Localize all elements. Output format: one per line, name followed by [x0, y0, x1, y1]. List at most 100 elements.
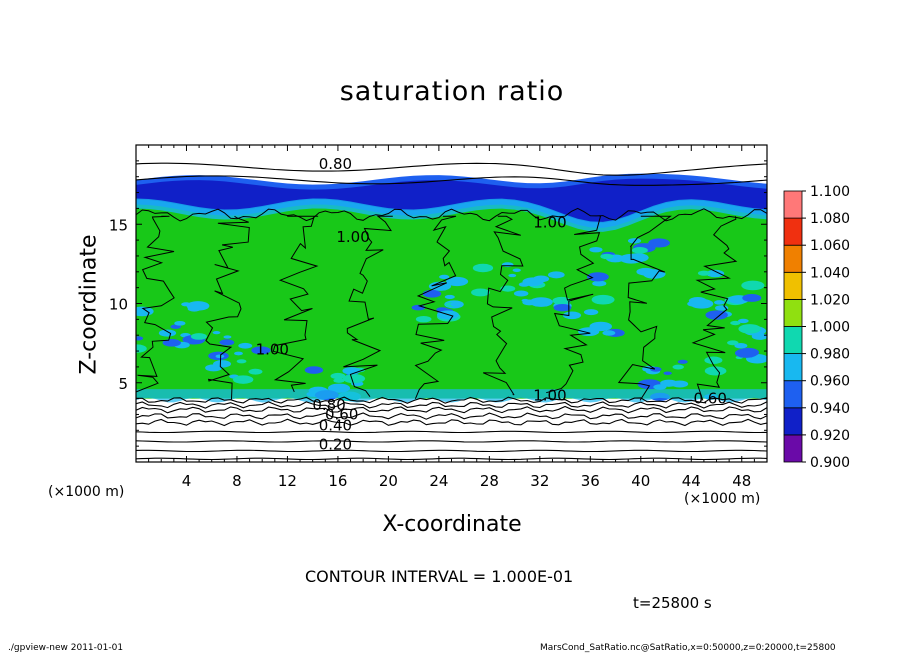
- colorbar-swatch: [783, 353, 803, 382]
- moisture-patch: [248, 368, 263, 375]
- colorbar-swatch: [783, 190, 803, 219]
- moisture-patch: [547, 271, 565, 279]
- contour-labels: 0.801.001.001.001.000.800.600.400.600.20: [256, 155, 727, 454]
- moisture-patch: [648, 238, 670, 248]
- y-tick-label: 15: [109, 216, 128, 234]
- x-tick-label: 36: [581, 472, 600, 490]
- moisture-patch: [592, 280, 607, 287]
- moisture-patch: [213, 360, 232, 368]
- moisture-patch: [136, 336, 144, 341]
- moisture-patch: [212, 331, 221, 335]
- moisture-patch: [553, 304, 572, 312]
- colorbar-swatch: [783, 326, 803, 355]
- moisture-patch: [333, 378, 345, 383]
- colorbar-label: 1.100: [810, 184, 850, 200]
- isoline-low: [136, 457, 767, 461]
- isoline-cloud: [483, 215, 524, 396]
- moisture-patch: [219, 339, 235, 346]
- moisture-patch: [734, 343, 748, 349]
- contour-interval-text: CONTOUR INTERVAL = 1.000E-01: [305, 567, 574, 586]
- isoline-cloud: [617, 215, 672, 401]
- isoline-low: [136, 405, 767, 414]
- moisture-patch: [411, 304, 426, 311]
- moisture-patch: [591, 294, 615, 305]
- contour-label: 1.00: [256, 340, 289, 358]
- moisture-patch: [330, 372, 346, 380]
- moisture-patch: [653, 384, 667, 390]
- moisture-patch: [589, 246, 603, 253]
- x-tick-label: 24: [429, 472, 448, 490]
- moisture-patch: [162, 338, 181, 347]
- moisture-patch: [636, 267, 655, 276]
- contour-label: 0.80: [319, 155, 352, 173]
- saturation-field: [136, 173, 767, 403]
- colorbar-swatch: [783, 434, 803, 463]
- colorbar-swatch: [783, 407, 803, 436]
- moisture-patch: [663, 371, 672, 376]
- isoline-low: [136, 412, 767, 420]
- moisture-patch: [508, 273, 517, 278]
- isoline-cloud: [546, 215, 602, 394]
- contour-label: 0.60: [325, 405, 358, 423]
- colorbar-label: 0.980: [810, 347, 850, 363]
- contour-label: 0.60: [694, 390, 727, 408]
- moisture-patch: [342, 367, 361, 375]
- colorbar-label: 0.900: [810, 455, 850, 471]
- moisture-patch: [600, 253, 614, 260]
- moisture-patch: [422, 289, 442, 298]
- moisture-patch: [158, 329, 177, 337]
- dry-band-edge: [136, 198, 767, 232]
- moisture-patch: [741, 280, 765, 291]
- y-tick-label: 5: [118, 375, 128, 393]
- moisture-patch: [660, 379, 678, 387]
- isoline-high: [136, 175, 767, 186]
- moisture-patch: [677, 359, 688, 364]
- moisture-patch: [730, 320, 741, 326]
- contour-label: 1.00: [336, 228, 369, 246]
- moisture-patch: [446, 276, 469, 287]
- moisture-patch: [738, 324, 762, 334]
- chart-title: saturation ratio: [339, 76, 565, 107]
- contour-label: 0.20: [319, 436, 352, 454]
- moisture-patch: [471, 288, 490, 297]
- colorbar-swatch: [783, 298, 803, 327]
- moisture-patch: [512, 268, 521, 272]
- moisture-patch: [136, 306, 154, 317]
- contour-label: 1.00: [533, 386, 566, 404]
- moisture-patch: [632, 247, 648, 254]
- colorbar-label: 1.080: [810, 211, 850, 227]
- moisture-patch: [704, 366, 727, 376]
- moisture-patch: [174, 320, 186, 326]
- moisture-patch: [501, 262, 514, 268]
- x-tick-label: 12: [278, 472, 297, 490]
- isoline-cloud-top: [136, 207, 767, 222]
- moisture-patch: [439, 274, 450, 280]
- moisture-patch: [532, 275, 550, 283]
- time-stamp: t=25800 s: [633, 594, 712, 612]
- moisture-patch: [727, 340, 739, 346]
- y-tick-label: 10: [109, 296, 128, 314]
- colorbar-label: 0.960: [810, 374, 850, 390]
- moisture-patch: [450, 301, 463, 307]
- colorbar-swatch: [783, 380, 803, 409]
- x-unit-label-right: (×1000 m): [684, 491, 761, 507]
- contour-label: 0.40: [319, 417, 352, 435]
- moisture-patch: [238, 342, 253, 349]
- moisture-patch: [233, 375, 254, 384]
- contour-label: 1.00: [533, 214, 566, 232]
- x-tick-label: 40: [631, 472, 650, 490]
- x-tick-label: 20: [379, 472, 398, 490]
- x-axis-label: X-coordinate: [382, 512, 522, 537]
- x-tick-label: 8: [232, 472, 242, 490]
- isoline-cloud: [414, 215, 457, 399]
- moisture-patch: [500, 285, 516, 292]
- moisture-patch: [251, 346, 271, 355]
- y-axis-label: Z-coordinate: [76, 234, 102, 375]
- moisture-patch: [734, 348, 758, 358]
- moisture-patch: [583, 309, 599, 316]
- isoline-low: [136, 449, 767, 453]
- moisture-patch: [236, 359, 247, 364]
- isoline-cloud: [343, 215, 393, 397]
- x-unit-label: (×1000 m): [48, 484, 125, 500]
